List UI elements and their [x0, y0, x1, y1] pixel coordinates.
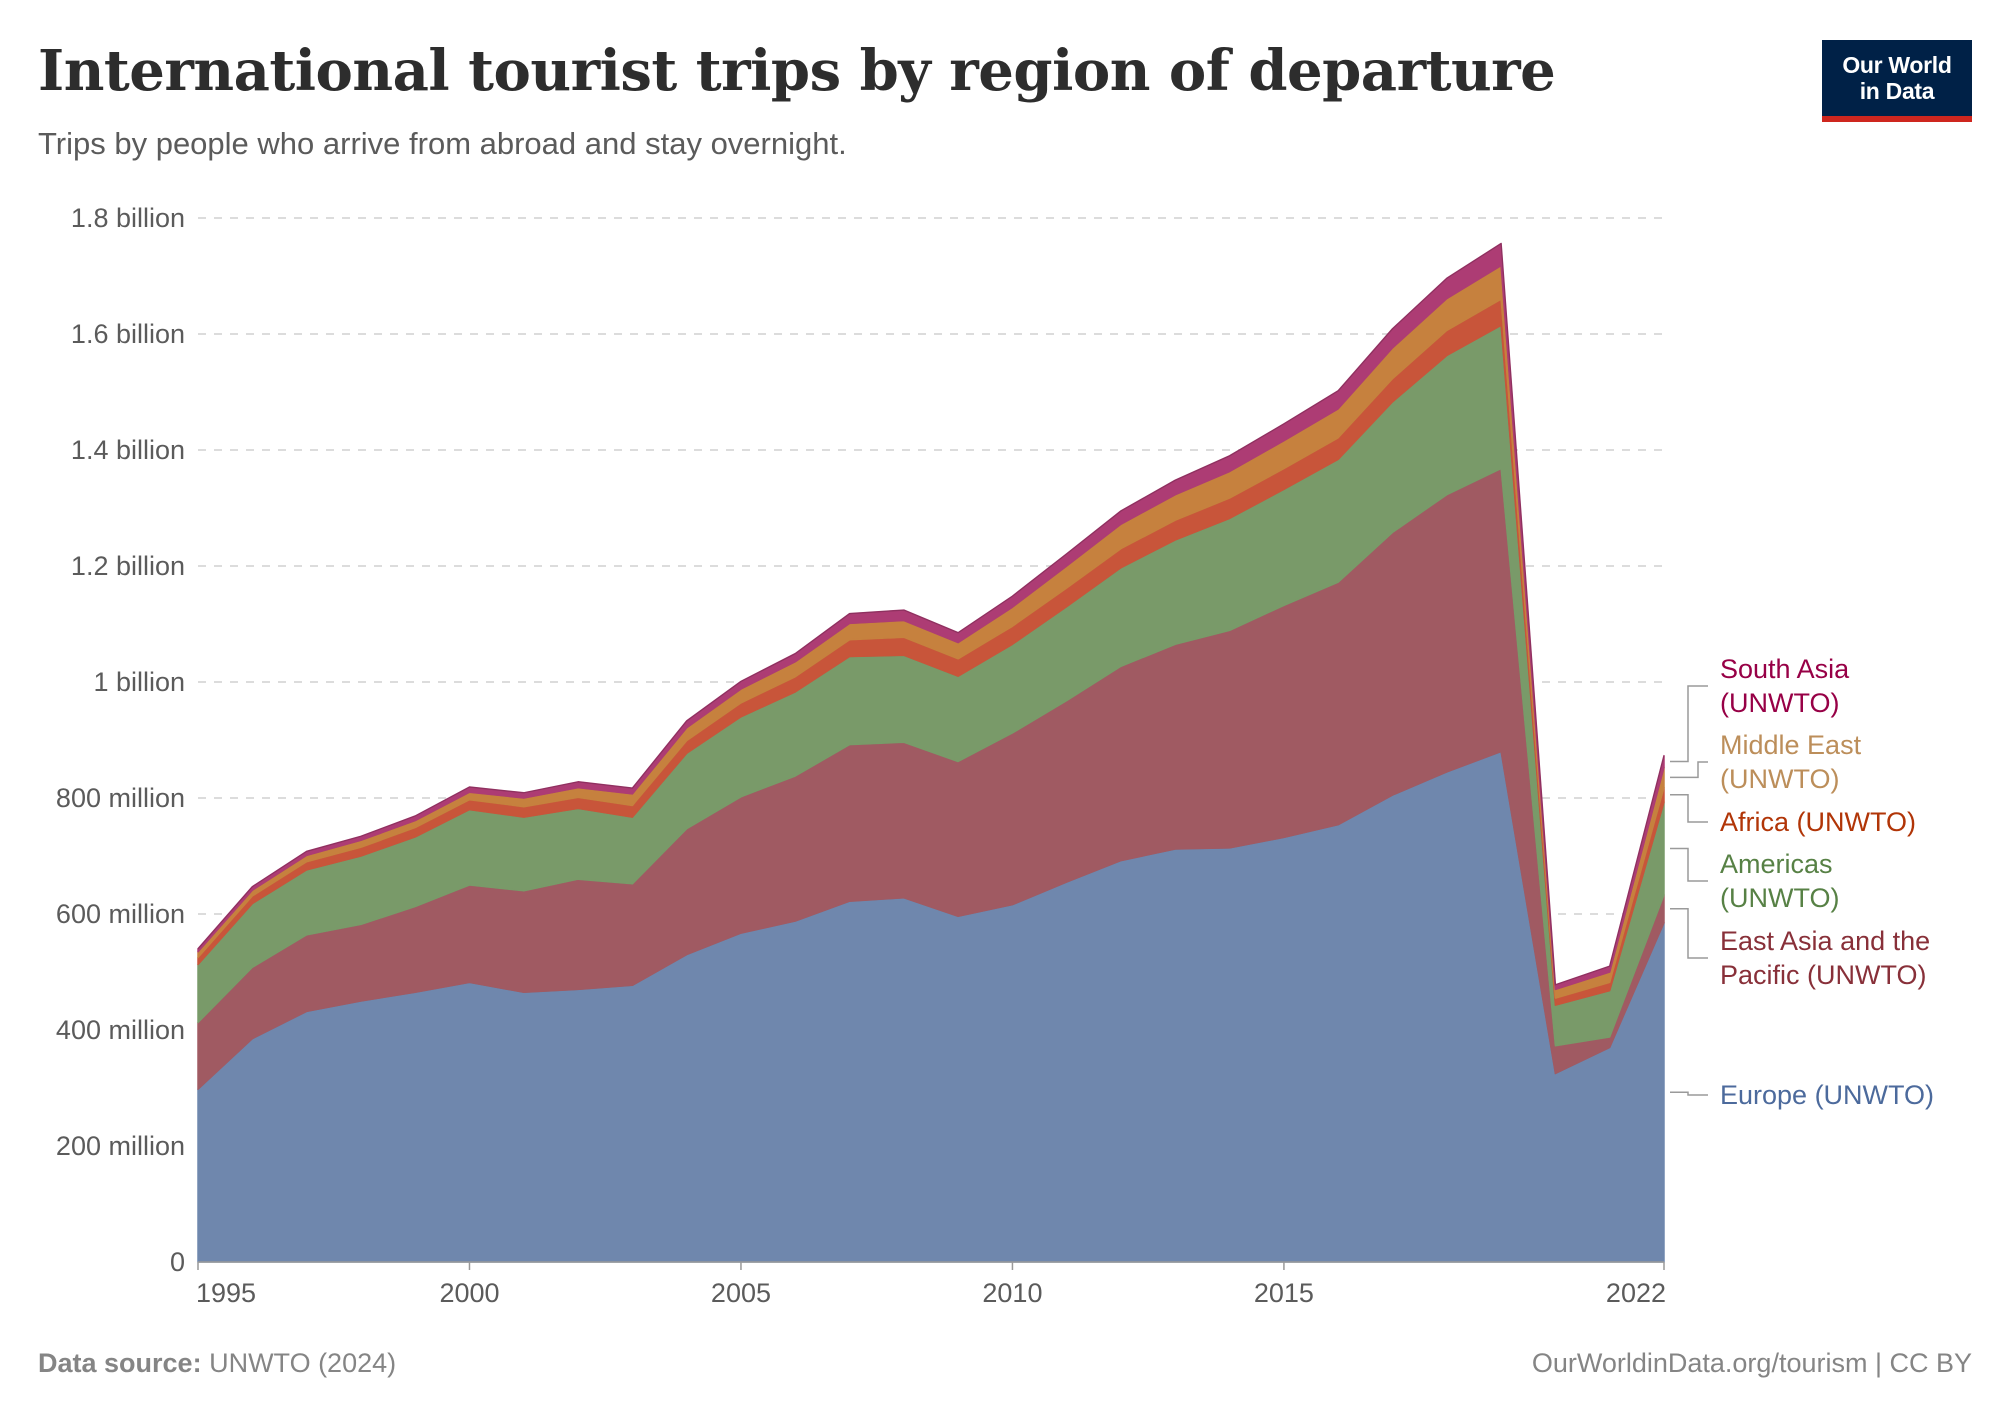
- area-series: [197, 242, 1665, 1263]
- area-edge: [197, 242, 1665, 986]
- legend-label-line: Europe (UNWTO): [1720, 1080, 1934, 1110]
- legend-label: South Asia (UNWTO): [1720, 654, 1850, 718]
- x-tick-label: 2000: [439, 1278, 499, 1308]
- legend-label-line: (UNWTO): [1720, 764, 1839, 794]
- legend-label-line: (UNWTO): [1720, 883, 1839, 913]
- y-tick-label: 600 million: [56, 899, 185, 929]
- y-tick-label: 1.2 billion: [71, 551, 185, 581]
- y-tick-label: 200 million: [56, 1131, 185, 1161]
- y-tick-label: 1.4 billion: [71, 435, 185, 465]
- chart-title: International tourist trips by region of…: [38, 38, 1556, 104]
- y-tick-label: 1 billion: [93, 667, 185, 697]
- legend-label-line: South Asia: [1720, 654, 1850, 684]
- logo-line-2: in Data: [1859, 78, 1935, 104]
- data-source-value: UNWTO (2024): [209, 1348, 397, 1378]
- x-tick-label: 2015: [1254, 1278, 1314, 1308]
- y-axis: 0 200 million 400 million 600 million 800 mi…: [56, 203, 185, 1277]
- legend-connector: [1670, 685, 1708, 763]
- x-tick-label: 2010: [982, 1278, 1042, 1308]
- area-south-asia-unwto: [197, 242, 1665, 991]
- legend-connector: [1670, 908, 1708, 959]
- y-tick-label: 0: [170, 1247, 185, 1277]
- legend-label-line: East Asia and the: [1720, 926, 1930, 956]
- legend-label: Africa (UNWTO): [1720, 807, 1916, 837]
- data-source: Data source: UNWTO (2024): [38, 1348, 396, 1379]
- x-tick-label: 2022: [1606, 1278, 1666, 1308]
- owid-logo[interactable]: Our World in Data: [1822, 40, 1972, 122]
- legend-label: Middle East (UNWTO): [1720, 730, 1862, 794]
- y-tick-label: 800 million: [56, 783, 185, 813]
- legend-label: Americas (UNWTO): [1720, 849, 1839, 913]
- legend-connector: [1670, 761, 1708, 779]
- x-tick-label: 2005: [711, 1278, 771, 1308]
- legend-label-line: (UNWTO): [1720, 688, 1839, 718]
- legend-label: East Asia and the Pacific (UNWTO): [1720, 926, 1930, 990]
- y-tick-label: 1.6 billion: [71, 319, 185, 349]
- y-tick-label: 1.8 billion: [71, 203, 185, 233]
- logo-line-1: Our World: [1842, 52, 1952, 78]
- legend: South Asia (UNWTO) Middle East (UNWTO) Afric…: [1670, 654, 1934, 1110]
- legend-connector: [1670, 847, 1708, 882]
- y-tick-label: 400 million: [56, 1015, 185, 1045]
- chart-subtitle: Trips by people who arrive from abroad a…: [38, 126, 847, 161]
- legend-label: Europe (UNWTO): [1720, 1080, 1934, 1110]
- legend-label-line: Americas: [1720, 849, 1833, 879]
- legend-label-line: Middle East: [1720, 730, 1862, 760]
- x-axis: 1995 2000 2005 2010 2015 2022: [196, 1261, 1666, 1308]
- legend-connector: [1670, 1091, 1708, 1096]
- footer-credit[interactable]: OurWorldinData.org/tourism | CC BY: [1531, 1348, 1972, 1378]
- legend-label-line: Africa (UNWTO): [1720, 807, 1916, 837]
- data-source-label: Data source:: [38, 1348, 202, 1378]
- x-tick-label: 1995: [196, 1278, 256, 1308]
- legend-label-line: Pacific (UNWTO): [1720, 960, 1927, 990]
- legend-connector: [1670, 794, 1708, 823]
